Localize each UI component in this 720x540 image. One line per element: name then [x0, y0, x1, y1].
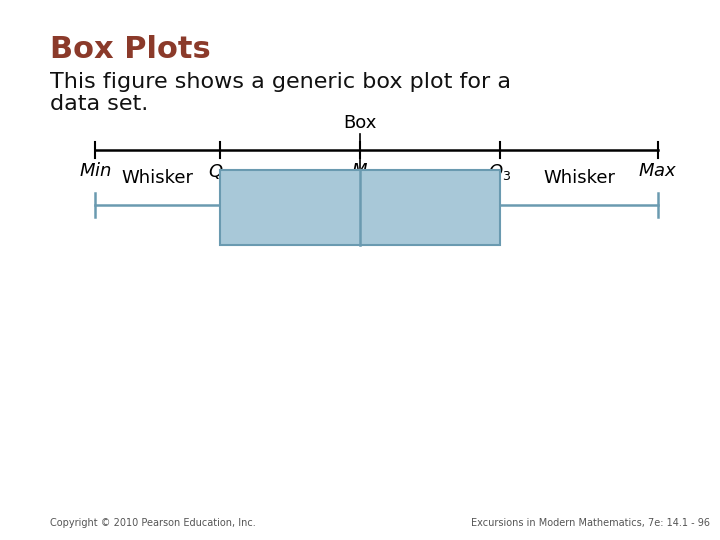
Text: Data values: Data values: [323, 202, 431, 220]
Text: $Q_3$: $Q_3$: [488, 162, 512, 182]
Text: $Min$: $Min$: [78, 162, 112, 180]
Bar: [220, 170, 500, 245]
Text: Copyright © 2010 Pearson Education, Inc.: Copyright © 2010 Pearson Education, Inc.: [50, 518, 256, 528]
Text: Whisker: Whisker: [543, 169, 615, 187]
Text: $Q_1$: $Q_1$: [209, 162, 232, 182]
Text: $Max$: $Max$: [639, 162, 678, 180]
Text: Box Plots: Box Plots: [50, 35, 211, 64]
Text: Excursions in Modern Mathematics, 7e: 14.1 - 96: Excursions in Modern Mathematics, 7e: 14…: [471, 518, 710, 528]
Text: This figure shows a generic box plot for a: This figure shows a generic box plot for…: [50, 72, 511, 92]
Text: Box: Box: [343, 114, 377, 132]
Text: $M$: $M$: [351, 162, 369, 180]
Text: data set.: data set.: [50, 94, 148, 114]
Text: Whisker: Whisker: [122, 169, 194, 187]
